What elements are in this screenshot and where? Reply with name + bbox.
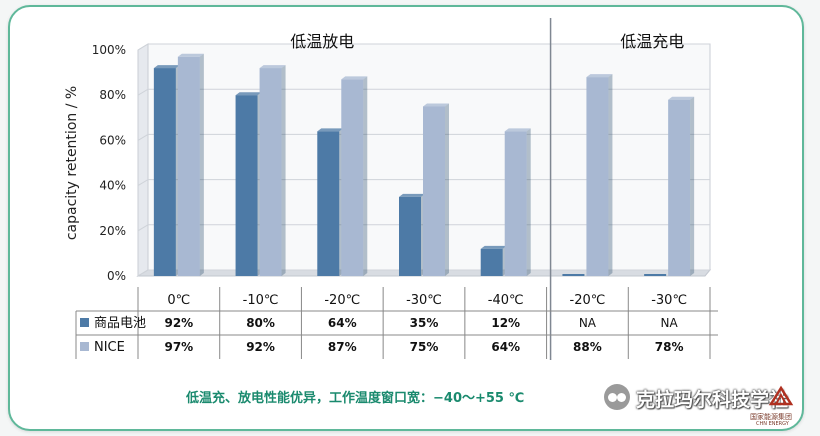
bar-nice xyxy=(504,131,527,276)
bar-commercial xyxy=(235,95,258,276)
y-tick-label: 100% xyxy=(92,43,126,57)
bar-nice-side xyxy=(608,74,613,277)
watermark: 克拉玛尔科技学社 国家能源集团 CHN ENERGY xyxy=(600,384,800,428)
bar-commercial-top xyxy=(399,193,425,197)
gridline xyxy=(137,88,710,96)
bar-commercial xyxy=(562,274,585,276)
data-label: 92% xyxy=(246,340,275,354)
bar-nice xyxy=(259,68,282,276)
bar-nice-top xyxy=(423,103,449,107)
legend-swatch xyxy=(80,342,89,351)
group-title: 低温充电 xyxy=(620,32,684,51)
data-label: 88% xyxy=(573,340,602,354)
data-label: 12% xyxy=(491,316,520,330)
chn-energy-logo xyxy=(768,385,794,406)
footer-caption: 低温充、放电性能优异，工作温度窗口宽：−40～+55 ℃ xyxy=(186,391,525,406)
bar-nice-side xyxy=(445,103,449,276)
gridline xyxy=(137,43,710,51)
data-label: 75% xyxy=(410,340,439,354)
legend-label: NICE xyxy=(94,340,125,355)
data-label: 80% xyxy=(246,316,275,330)
bar-nice-side xyxy=(199,53,204,276)
bar-nice xyxy=(341,79,364,276)
data-label: 78% xyxy=(655,340,684,354)
group-title: 低温放电 xyxy=(290,32,354,51)
x-tick-label: -40℃ xyxy=(488,293,524,308)
data-label: 92% xyxy=(164,316,193,330)
bar-commercial xyxy=(399,196,421,276)
bar-nice-top xyxy=(259,65,286,69)
data-label: 97% xyxy=(164,340,193,354)
x-tick-label: -30℃ xyxy=(651,293,687,308)
watermark-text: 克拉玛尔科技学社 xyxy=(636,389,789,411)
bar-commercial-top xyxy=(235,92,262,96)
bar-nice xyxy=(586,77,609,277)
bar-nice xyxy=(423,106,445,276)
bar-nice xyxy=(668,99,691,276)
bar-nice-side xyxy=(363,76,368,276)
x-tick-label: -10℃ xyxy=(243,293,279,308)
bar-nice-side xyxy=(526,128,531,276)
bar-commercial xyxy=(480,248,503,276)
x-tick-label: -30℃ xyxy=(406,293,442,308)
x-tick-label: -20℃ xyxy=(324,293,360,308)
y-tick-label: 0% xyxy=(107,269,126,283)
x-tick-label: 0℃ xyxy=(167,293,190,308)
bar-nice-top xyxy=(504,128,531,132)
y-tick-label: 80% xyxy=(99,88,126,102)
watermark-group-en: CHN ENERGY xyxy=(756,421,789,427)
bar-nice-top xyxy=(341,76,368,80)
data-label: 64% xyxy=(491,340,520,354)
y-axis-label: capacity retention / % xyxy=(64,86,80,240)
bar-nice xyxy=(177,56,200,276)
bar-nice-side xyxy=(690,96,695,276)
bar-nice-top xyxy=(668,96,695,100)
bar-commercial xyxy=(317,131,340,276)
bar-commercial-top xyxy=(153,65,180,69)
data-label: NA xyxy=(579,316,597,330)
legend-label: 商品电池 xyxy=(94,316,146,331)
bar-nice-top xyxy=(586,74,613,78)
bar-nice-top xyxy=(177,53,204,57)
data-label: NA xyxy=(661,316,679,330)
bar-commercial xyxy=(644,274,667,276)
bar-commercial-top xyxy=(480,245,507,249)
y-tick-label: 20% xyxy=(99,224,126,238)
data-label: 35% xyxy=(410,316,439,330)
watermark-group: 国家能源集团 xyxy=(750,413,792,421)
y-tick-label: 60% xyxy=(99,133,126,147)
legend-swatch xyxy=(80,318,89,327)
chart-side-wall xyxy=(137,43,149,277)
data-label: 87% xyxy=(328,340,357,354)
data-label: 64% xyxy=(328,316,357,330)
bar-commercial-top xyxy=(317,128,344,132)
x-tick-label: -20℃ xyxy=(570,293,606,308)
wechat-icon xyxy=(604,384,630,410)
bar-commercial xyxy=(153,68,176,276)
y-tick-label: 40% xyxy=(99,179,126,193)
bar-nice-side xyxy=(281,65,286,276)
